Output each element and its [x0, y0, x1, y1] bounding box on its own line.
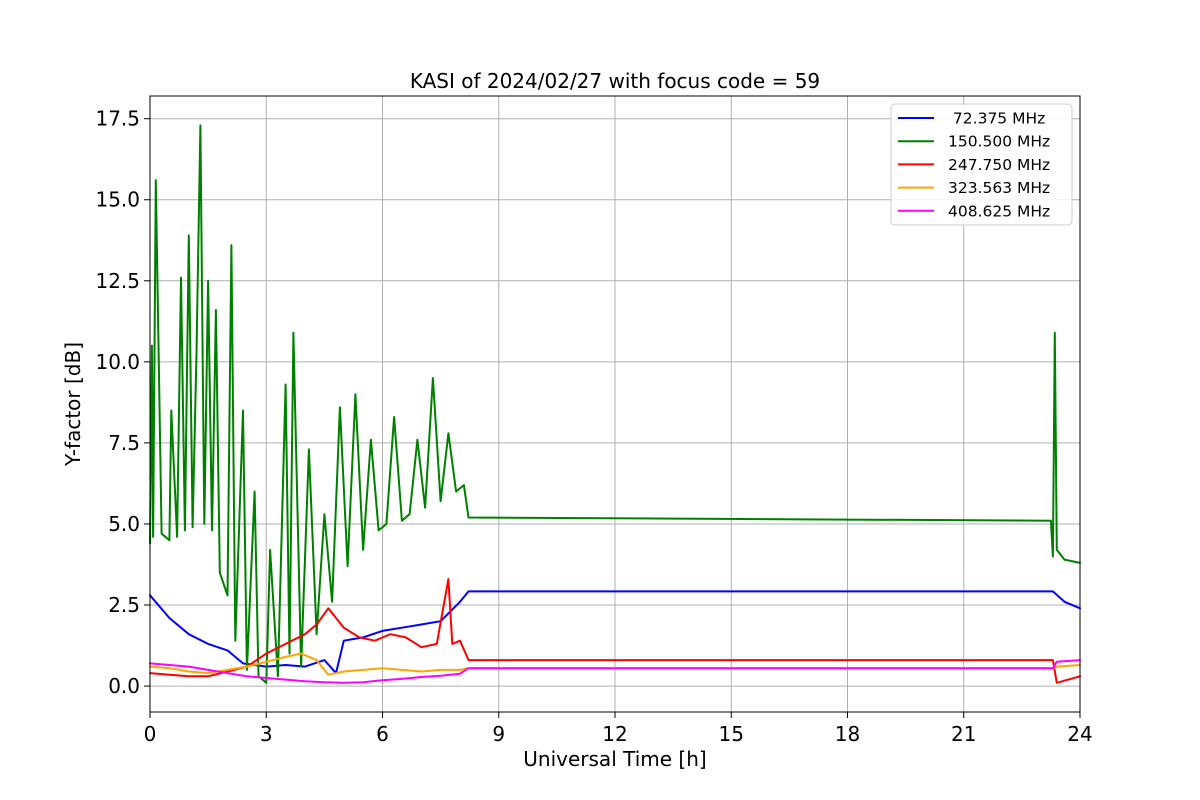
y-tick-label: 5.0: [108, 512, 140, 536]
y-tick-label: 17.5: [95, 107, 140, 131]
x-axis-label: Universal Time [h]: [523, 747, 706, 771]
x-tick-label: 24: [1067, 722, 1092, 746]
series-line-3: [149, 578, 1081, 684]
y-axis-ticks: 0.0 2.5 5.0 7.5 10.0 12.5 15.0 17.5: [95, 107, 150, 698]
x-tick-label: 15: [719, 722, 744, 746]
y-tick-label: 7.5: [108, 431, 140, 455]
x-tick-label: 6: [376, 722, 389, 746]
x-tick-label: 21: [951, 722, 976, 746]
y-tick-label: 12.5: [95, 269, 140, 293]
x-tick-label: 0: [144, 722, 157, 746]
y-tick-label: 2.5: [108, 593, 140, 617]
legend-label-4: 323.563 MHz: [948, 179, 1050, 197]
legend-label-2: 150.500 MHz: [948, 133, 1050, 151]
x-tick-label: 3: [260, 722, 273, 746]
legend-label-1: 72.375 MHz: [948, 110, 1045, 128]
y-axis-label: Y-factor [dB]: [61, 342, 85, 467]
legend: 72.375 MHz 150.500 MHz 247.750 MHz 323.563 …: [890, 103, 1073, 226]
x-axis-ticks: 0 3 6 9 12 15 18 21 24: [144, 712, 1093, 746]
legend-box: [890, 103, 1073, 226]
plot-series: [149, 124, 1081, 684]
y-tick-label: 10.0: [95, 350, 140, 374]
y-tick-label: 15.0: [95, 188, 140, 212]
y-tick-label: 0.0: [108, 674, 140, 698]
legend-label-3: 247.750 MHz: [948, 156, 1050, 174]
x-tick-label: 18: [835, 722, 860, 746]
x-tick-label: 12: [602, 722, 627, 746]
x-tick-label: 9: [492, 722, 505, 746]
series-line-1: [149, 590, 1081, 675]
chart-title: KASI of 2024/02/27 with focus code = 59: [410, 69, 820, 93]
series-line-2: [149, 124, 1081, 684]
series-line-5: [149, 659, 1081, 684]
legend-label-5: 408.625 MHz: [948, 202, 1050, 220]
